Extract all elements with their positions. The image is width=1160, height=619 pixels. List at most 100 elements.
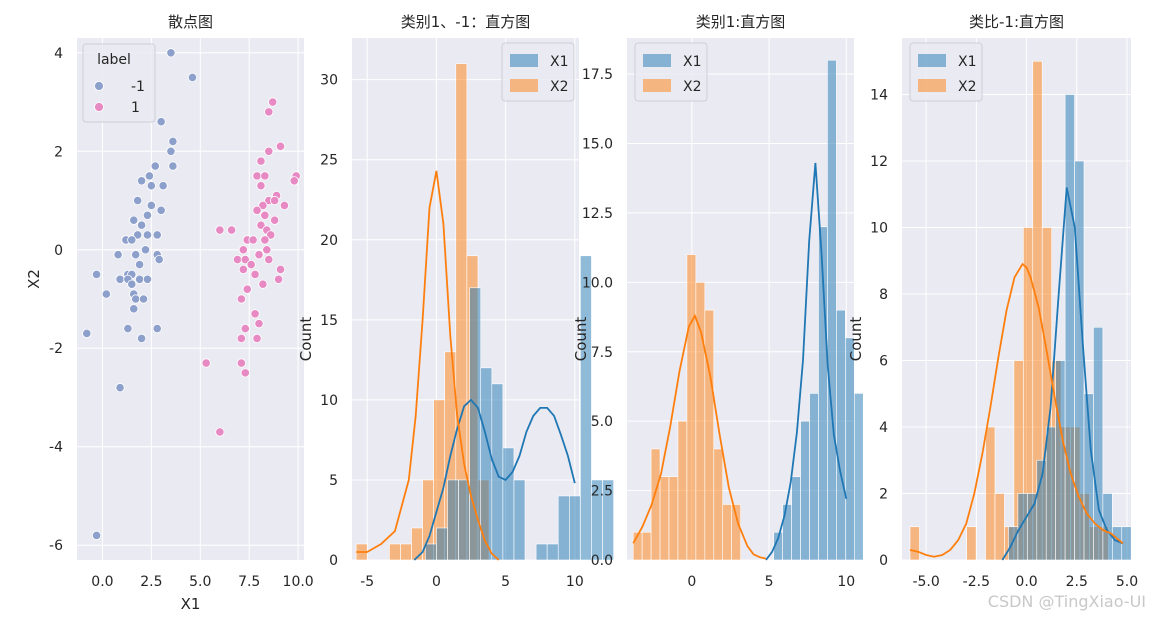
x-tick-label: 5.0 bbox=[1116, 574, 1138, 590]
scatter-point bbox=[127, 279, 137, 289]
y-tick-label: 0.0 bbox=[591, 553, 613, 569]
histogram-bar bbox=[389, 543, 401, 561]
scatter-point bbox=[146, 181, 156, 191]
legend-label: X2 bbox=[958, 79, 977, 95]
x-tick-label: -5.0 bbox=[912, 574, 939, 590]
y-tick-label: 2 bbox=[54, 144, 63, 160]
chart-panel-3: 0 5 10 0.0 2.5 5.0 7.5 10.0 12.5 15.0 17.5 类别1:直方图 C… bbox=[572, 13, 864, 590]
scatter-point bbox=[144, 171, 155, 181]
scatter-point bbox=[236, 294, 246, 304]
y-tick-label: 17.5 bbox=[582, 67, 613, 83]
scatter-point bbox=[242, 284, 252, 294]
scatter-point bbox=[260, 235, 270, 245]
x-tick-label: 10 bbox=[837, 574, 855, 590]
scatter-point bbox=[166, 48, 176, 58]
histogram-bar bbox=[447, 479, 459, 561]
y-axis-label: Count bbox=[297, 317, 315, 362]
histogram-bar bbox=[1121, 526, 1132, 561]
legend-swatch bbox=[918, 79, 946, 92]
x-tick-label: 0.0 bbox=[91, 574, 113, 590]
x-tick-label: 5 bbox=[765, 574, 774, 590]
scatter-point bbox=[279, 200, 290, 211]
histogram-bar bbox=[722, 504, 732, 561]
x-tick-label: 0 bbox=[687, 574, 696, 590]
scatter-point bbox=[260, 171, 270, 181]
histogram-bar bbox=[641, 531, 652, 561]
scatter-point bbox=[136, 176, 147, 186]
histogram-bar bbox=[1017, 493, 1028, 561]
kde-line bbox=[1001, 187, 1124, 561]
scatter-point bbox=[131, 294, 141, 304]
scatter-point bbox=[156, 205, 166, 215]
histogram-bar bbox=[436, 527, 448, 561]
histogram-bar bbox=[854, 393, 864, 561]
y-tick-label: 4 bbox=[54, 46, 63, 62]
scatter-point bbox=[246, 259, 256, 270]
histogram-bar bbox=[1112, 526, 1123, 561]
scatter-point bbox=[201, 358, 211, 368]
chart-panel-1: 0.0 2.5 5.0 7.5 10.0 -6 -4 -2 0 2 4 散点图 X1 X2 label-1 1 bbox=[25, 13, 314, 613]
scatter-point bbox=[226, 225, 237, 235]
scatter-point bbox=[252, 171, 262, 181]
x-tick-label: 5 bbox=[501, 574, 510, 590]
scatter-point bbox=[168, 136, 178, 147]
x-axis-label: X1 bbox=[181, 595, 201, 613]
scatter-point bbox=[152, 230, 162, 240]
scatter-point bbox=[150, 161, 160, 171]
x-tick-label: 2.5 bbox=[140, 574, 162, 590]
scatter-point bbox=[236, 333, 246, 343]
scatter-point bbox=[215, 225, 225, 235]
scatter-point bbox=[101, 289, 111, 299]
scatter-point bbox=[123, 323, 133, 334]
scatter-point bbox=[82, 328, 92, 339]
y-tick-label: 4 bbox=[879, 420, 888, 436]
scatter-point bbox=[152, 323, 162, 334]
y-tick-label: 2.5 bbox=[591, 484, 613, 500]
chart-panel-4: -5.0 -2.5 0.0 2.5 5.0 0 2 4 6 8 10 12 14 类比-1:直方图 Coun… bbox=[847, 13, 1138, 590]
y-tick-label: -6 bbox=[49, 538, 63, 554]
histogram-bar bbox=[411, 527, 423, 561]
x-tick-label: 10 bbox=[566, 574, 584, 590]
legend-swatch bbox=[510, 54, 538, 67]
y-tick-label: 14 bbox=[870, 88, 888, 104]
scatter-point bbox=[133, 230, 143, 240]
histogram-bar bbox=[513, 479, 526, 561]
scatter-point bbox=[270, 215, 280, 225]
histogram-bar bbox=[985, 426, 996, 561]
x-tick-label: 2.5 bbox=[1066, 574, 1088, 590]
scatter-point bbox=[256, 156, 266, 166]
scatter-point bbox=[91, 530, 102, 540]
y-tick-label: 10 bbox=[320, 393, 338, 409]
legend-label: X2 bbox=[550, 79, 569, 95]
histogram-bar bbox=[400, 543, 412, 561]
scatter-point bbox=[270, 195, 280, 206]
histogram-bar bbox=[994, 493, 1005, 561]
scatter-point bbox=[256, 181, 266, 191]
histogram-bar bbox=[546, 543, 559, 561]
scatter-point bbox=[238, 245, 248, 255]
y-tick-label: 6 bbox=[879, 354, 888, 370]
scatter-point bbox=[129, 215, 139, 225]
legend-swatch bbox=[643, 79, 671, 92]
histogram-bar bbox=[1064, 94, 1075, 561]
scatter-point bbox=[115, 274, 125, 284]
scatter-point bbox=[250, 269, 260, 279]
scatter-point bbox=[240, 323, 250, 334]
y-axis-label: X2 bbox=[25, 269, 43, 289]
scatter-point bbox=[136, 333, 147, 343]
histogram-bar bbox=[713, 448, 724, 561]
chart-title: 类别1:直方图 bbox=[696, 13, 786, 31]
chart-title: 散点图 bbox=[168, 13, 213, 31]
histogram-bar bbox=[458, 479, 470, 561]
x-tick-label: 0 bbox=[432, 574, 441, 590]
legend-title: label bbox=[97, 52, 131, 68]
kde-line bbox=[909, 262, 1124, 558]
scatter-point bbox=[142, 230, 153, 240]
scatter-point bbox=[236, 358, 246, 368]
scatter-point bbox=[250, 309, 260, 319]
histogram-bar bbox=[469, 287, 482, 561]
legend-label: X1 bbox=[683, 54, 702, 70]
x-tick-label: 7.5 bbox=[238, 574, 260, 590]
kde-line bbox=[765, 162, 848, 561]
